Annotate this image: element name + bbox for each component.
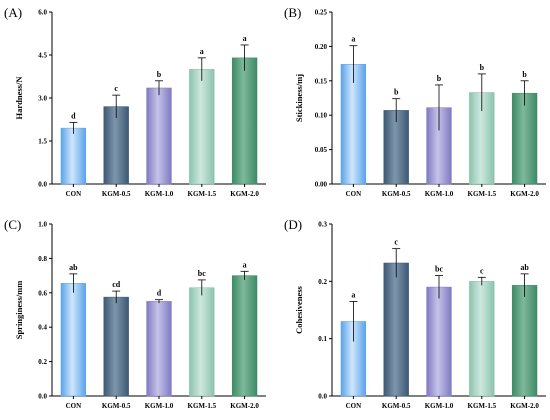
x-tick-label: KGM-0.5	[102, 402, 131, 410]
y-tick-label: 1.0	[38, 221, 47, 229]
significance-label: c	[394, 238, 398, 247]
y-tick-label: 0.1	[318, 335, 327, 343]
y-tick-label: 0.3	[318, 221, 327, 229]
y-axis-label: Springiness/mm	[14, 281, 24, 340]
bar	[340, 321, 367, 397]
x-tick-label: KGM-1.5	[468, 190, 497, 198]
y-tick-label: 1.5	[38, 138, 47, 146]
x-tick-label: KGM-0.5	[382, 190, 411, 198]
x-tick-label: KGM-2.0	[230, 402, 259, 410]
bar	[189, 69, 215, 185]
y-axis-label: Stickiness/mj	[294, 74, 304, 122]
bar	[383, 262, 409, 397]
x-tick-label: KGM-1.0	[145, 190, 174, 198]
y-tick-label: 0.0	[38, 181, 47, 189]
y-axis-label: Cohesiveness	[294, 285, 304, 333]
x-tick-label: CON	[346, 190, 362, 198]
panel-a: (A) Hardness/N 0.0 1.5 3.0 4.5 6.0 d CON c KGM-0.5…	[4, 5, 266, 198]
bar	[383, 110, 409, 185]
x-tick-label: KGM-1.0	[425, 402, 454, 410]
significance-label: bc	[435, 265, 443, 274]
bar	[511, 285, 538, 397]
panel-label: (C)	[4, 217, 21, 232]
panel-c: (C) Springiness/mm 0.0 0.2 0.4 0.6 0.8 1.0 ab CON…	[4, 217, 266, 410]
y-tick-label: 6.0	[38, 9, 47, 17]
y-tick-label: 0.00	[315, 181, 328, 189]
significance-label: a	[351, 290, 355, 299]
bar	[189, 287, 215, 397]
y-tick-label: 0.0	[318, 393, 327, 401]
y-tick-label: 4.5	[38, 52, 47, 60]
bar	[231, 57, 258, 185]
y-tick-label: 0.4	[38, 324, 47, 332]
bar	[60, 283, 87, 397]
panel-label: (A)	[4, 5, 22, 20]
x-tick-label: KGM-1.5	[188, 402, 217, 410]
bar	[60, 127, 87, 185]
y-tick-label: 0.2	[318, 278, 327, 286]
y-tick-label: 0.15	[315, 77, 328, 85]
bar	[231, 275, 258, 397]
significance-label: ab	[69, 263, 78, 272]
y-tick-label: 0.0	[38, 393, 47, 401]
y-tick-label: 0.20	[315, 43, 328, 51]
significance-label: c	[480, 266, 484, 275]
y-tick-label: 0.05	[315, 146, 328, 154]
bar	[426, 286, 452, 397]
x-tick-label: KGM-2.0	[510, 402, 539, 410]
x-tick-label: CON	[66, 402, 82, 410]
significance-label: a	[200, 47, 204, 56]
y-tick-label: 0.8	[38, 255, 47, 263]
bar	[146, 87, 172, 185]
y-tick-label: 0.2	[38, 358, 47, 366]
bar	[511, 92, 538, 185]
y-tick-label: 0.10	[315, 112, 328, 120]
x-tick-label: KGM-2.0	[230, 190, 259, 198]
y-tick-label: 3.0	[38, 95, 47, 103]
significance-label: ab	[520, 263, 529, 272]
x-tick-label: KGM-1.5	[468, 402, 497, 410]
y-tick-label: 0.25	[315, 9, 328, 17]
significance-label: bc	[198, 269, 206, 278]
significance-label: a	[243, 260, 247, 269]
bar	[340, 64, 367, 185]
x-tick-label: KGM-0.5	[102, 190, 131, 198]
significance-label: b	[394, 88, 399, 97]
x-tick-label: CON	[66, 190, 82, 198]
panel-label: (B)	[284, 5, 301, 20]
significance-label: b	[157, 70, 162, 79]
x-tick-label: KGM-1.0	[145, 402, 174, 410]
significance-label: d	[71, 111, 76, 120]
bar	[103, 106, 129, 185]
x-tick-label: KGM-0.5	[382, 402, 411, 410]
x-tick-label: CON	[346, 402, 362, 410]
panel-d: (D) Cohesiveness 0.0 0.1 0.2 0.3 a CON c KGM-0.5 b…	[284, 217, 546, 410]
y-tick-label: 0.6	[38, 289, 47, 297]
significance-label: a	[351, 35, 355, 44]
significance-label: b	[522, 70, 527, 79]
significance-label: b	[480, 63, 485, 72]
significance-label: a	[243, 34, 247, 43]
panel-label: (D)	[284, 217, 302, 232]
panel-b: (B) Stickiness/mj 0.00 0.05 0.10 0.15 0.20 0.25…	[284, 5, 546, 198]
bar	[146, 301, 172, 397]
x-tick-label: KGM-2.0	[510, 190, 539, 198]
x-tick-label: KGM-1.5	[188, 190, 217, 198]
bar	[103, 296, 129, 397]
bar	[469, 281, 495, 397]
significance-label: c	[114, 84, 118, 93]
x-tick-label: KGM-1.0	[425, 190, 454, 198]
significance-label: b	[437, 74, 442, 83]
significance-label: d	[157, 289, 162, 298]
y-axis-label: Hardness/N	[14, 76, 24, 120]
significance-label: cd	[112, 280, 121, 289]
